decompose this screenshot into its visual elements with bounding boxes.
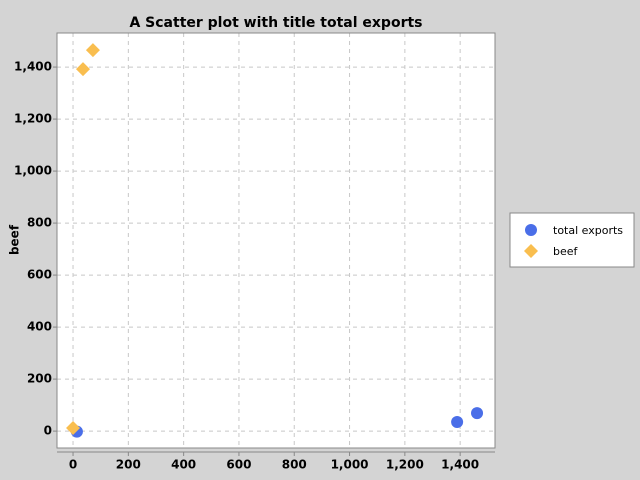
y-tick-label: 400: [27, 320, 52, 334]
x-tick-label: 1,000: [331, 458, 369, 472]
x-tick-label: 800: [282, 458, 307, 472]
chart-title: A Scatter plot with title total exports: [129, 15, 422, 31]
circle-marker: [525, 224, 537, 236]
circle-marker: [471, 407, 484, 420]
x-tick-label: 600: [226, 458, 251, 472]
x-tick-label: 400: [171, 458, 196, 472]
legend-label: total exports: [553, 224, 623, 237]
y-tick-label: 1,400: [14, 60, 52, 74]
legend-label: beef: [553, 245, 579, 258]
y-axis-label: beef: [8, 224, 22, 255]
diamond-marker: [75, 62, 90, 77]
x-tick-label: 1,200: [386, 458, 424, 472]
x-tick-label: 0: [69, 458, 77, 472]
x-tick-label: 200: [116, 458, 141, 472]
y-tick-label: 800: [27, 216, 52, 230]
plot-border: [56, 32, 496, 449]
y-tick-labels: 0 200 400 600 800 1,000 1,200 1,400: [14, 60, 52, 438]
y-tick-label: 600: [27, 268, 52, 282]
plot-area: [57, 33, 495, 448]
y-tick-label: 200: [27, 372, 52, 386]
diamond-marker: [85, 43, 100, 58]
y-tick-label: 0: [44, 424, 52, 438]
legend-box: [509, 212, 635, 268]
x-tick-label: 1,400: [441, 458, 479, 472]
diamond-marker: [66, 420, 81, 435]
y-tick-label: 1,200: [14, 112, 52, 126]
y-tick-label: 1,000: [14, 164, 52, 178]
diamond-marker: [524, 244, 538, 258]
circle-marker: [451, 415, 464, 428]
